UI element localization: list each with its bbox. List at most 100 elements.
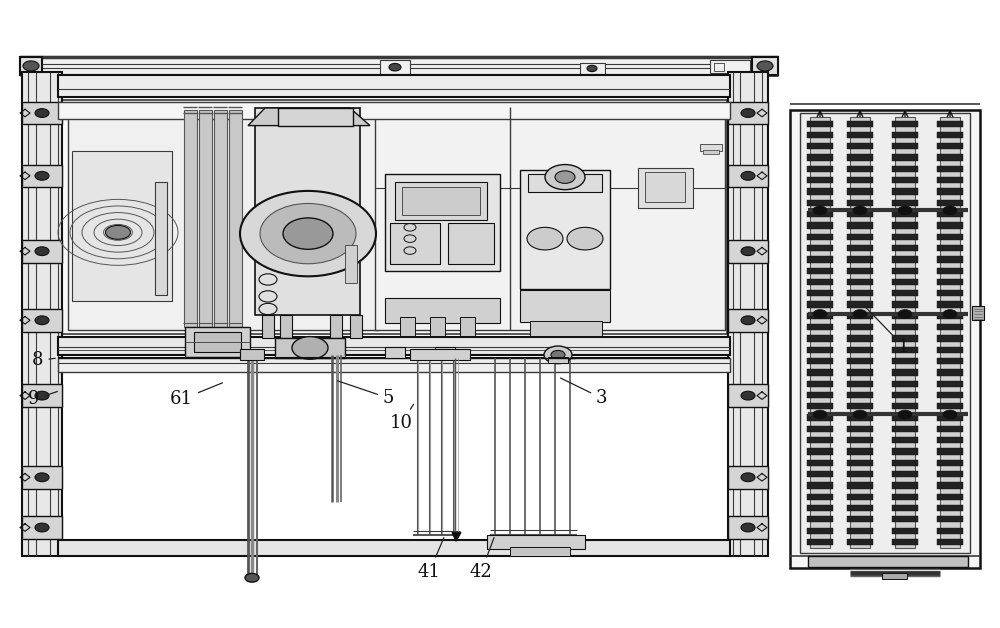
Bar bbox=[72, 151, 172, 301]
Bar bbox=[892, 245, 918, 251]
Circle shape bbox=[898, 206, 912, 215]
Bar bbox=[580, 63, 605, 74]
Bar bbox=[155, 182, 167, 295]
Circle shape bbox=[898, 310, 912, 318]
Bar bbox=[847, 539, 873, 545]
Bar bbox=[22, 240, 62, 263]
Bar bbox=[937, 313, 963, 319]
Bar bbox=[937, 448, 963, 455]
Bar bbox=[275, 338, 345, 358]
Bar bbox=[847, 222, 873, 229]
Bar bbox=[937, 369, 963, 376]
Bar bbox=[807, 505, 833, 511]
Bar bbox=[807, 482, 833, 489]
Circle shape bbox=[240, 191, 376, 276]
Bar bbox=[937, 177, 963, 183]
Circle shape bbox=[35, 247, 49, 256]
Bar bbox=[892, 494, 918, 500]
Bar bbox=[892, 448, 918, 455]
Circle shape bbox=[741, 171, 755, 180]
Bar bbox=[807, 177, 833, 183]
Circle shape bbox=[545, 165, 585, 190]
Bar bbox=[703, 150, 719, 154]
Bar bbox=[807, 222, 833, 229]
Bar bbox=[937, 494, 963, 500]
Bar bbox=[847, 381, 873, 387]
Bar bbox=[892, 426, 918, 432]
Bar bbox=[937, 290, 963, 296]
Bar bbox=[847, 437, 873, 443]
Bar bbox=[847, 403, 873, 409]
Bar bbox=[520, 290, 610, 322]
Bar bbox=[937, 516, 963, 522]
Bar bbox=[847, 358, 873, 364]
Bar bbox=[847, 313, 873, 319]
Bar bbox=[430, 317, 445, 336]
Bar bbox=[892, 358, 918, 364]
Bar bbox=[892, 347, 918, 353]
Bar bbox=[22, 384, 62, 407]
Bar bbox=[385, 174, 500, 271]
Circle shape bbox=[943, 410, 957, 419]
Bar bbox=[847, 143, 873, 149]
Bar bbox=[435, 347, 455, 358]
Bar bbox=[892, 381, 918, 387]
Ellipse shape bbox=[106, 225, 130, 239]
Bar bbox=[728, 516, 768, 539]
Bar bbox=[58, 540, 730, 556]
Bar bbox=[807, 414, 833, 421]
Bar bbox=[22, 72, 62, 556]
Bar bbox=[937, 437, 963, 443]
Bar bbox=[807, 279, 833, 285]
Circle shape bbox=[245, 573, 259, 582]
Bar bbox=[937, 268, 963, 274]
Bar bbox=[892, 528, 918, 534]
Bar bbox=[892, 539, 918, 545]
Bar bbox=[847, 245, 873, 251]
Bar bbox=[807, 471, 833, 477]
Bar bbox=[510, 547, 570, 556]
Bar bbox=[972, 306, 984, 320]
Bar bbox=[847, 188, 873, 195]
Circle shape bbox=[35, 473, 49, 482]
Circle shape bbox=[853, 410, 867, 419]
Bar bbox=[528, 174, 602, 192]
Bar bbox=[807, 166, 833, 172]
Circle shape bbox=[283, 218, 333, 249]
Bar bbox=[184, 110, 197, 327]
Bar bbox=[937, 403, 963, 409]
Bar bbox=[807, 188, 833, 195]
Bar bbox=[937, 505, 963, 511]
Bar bbox=[240, 349, 264, 360]
Bar bbox=[807, 313, 833, 319]
Bar bbox=[937, 392, 963, 398]
Bar bbox=[807, 256, 833, 263]
Bar bbox=[807, 426, 833, 432]
Bar bbox=[847, 268, 873, 274]
Bar bbox=[940, 117, 960, 548]
Bar bbox=[892, 132, 918, 138]
Bar bbox=[937, 301, 963, 308]
Bar bbox=[807, 268, 833, 274]
Bar bbox=[892, 143, 918, 149]
Bar bbox=[895, 117, 915, 548]
Text: 61: 61 bbox=[170, 383, 222, 408]
Bar bbox=[892, 460, 918, 466]
Bar bbox=[847, 347, 873, 353]
Bar bbox=[350, 315, 362, 338]
Bar bbox=[807, 392, 833, 398]
Bar bbox=[892, 369, 918, 376]
Bar bbox=[892, 335, 918, 342]
Bar bbox=[937, 471, 963, 477]
Bar bbox=[800, 113, 970, 553]
Bar bbox=[892, 222, 918, 229]
Bar bbox=[728, 466, 768, 489]
Bar bbox=[850, 117, 870, 548]
Bar bbox=[847, 279, 873, 285]
Bar bbox=[937, 234, 963, 240]
Text: 41: 41 bbox=[418, 538, 444, 580]
Circle shape bbox=[587, 65, 597, 72]
Bar bbox=[194, 332, 241, 352]
Bar bbox=[810, 117, 830, 548]
Bar bbox=[728, 165, 768, 187]
